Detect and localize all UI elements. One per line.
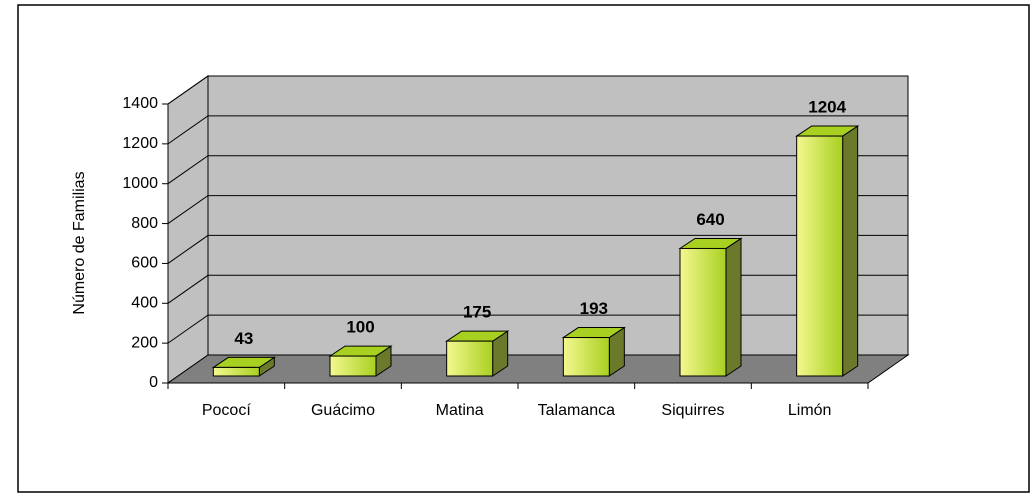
value-label: 640: [696, 210, 724, 229]
value-label: 1204: [808, 98, 846, 117]
y-tick-label: 1000: [122, 175, 158, 192]
side-wall: [167, 75, 209, 384]
y-tick-label: 0: [149, 374, 158, 391]
x-tick-label: Matina: [436, 402, 484, 419]
bar: [446, 340, 494, 377]
bar: [329, 355, 377, 377]
value-label: 175: [463, 303, 491, 322]
y-tick-label: 600: [131, 255, 158, 272]
bar-side: [725, 237, 742, 377]
grid-line: [167, 75, 908, 105]
grid-line: [167, 155, 908, 185]
back-wall: [207, 75, 909, 356]
y-tick-label: 200: [131, 334, 158, 351]
y-tick-label: 1200: [122, 135, 158, 152]
bar: [562, 337, 610, 377]
value-label: 193: [580, 299, 608, 318]
grid-line: [167, 195, 908, 224]
x-tick-label: Pococí: [202, 402, 251, 419]
grid-line: [167, 274, 908, 304]
grid-line: [167, 234, 908, 264]
x-tick-label: Limón: [788, 402, 832, 419]
bar: [796, 135, 844, 377]
x-tick-label: Siquirres: [661, 402, 724, 419]
bar: [212, 366, 260, 377]
y-tick-label: 800: [131, 215, 158, 232]
grid-line: [167, 115, 908, 145]
value-label: 43: [234, 329, 253, 348]
x-tick-label: Guácimo: [311, 402, 375, 419]
y-tick-label: 400: [131, 295, 158, 312]
bar: [679, 247, 727, 377]
x-tick-label: Talamanca: [538, 402, 615, 419]
y-axis-label: Número de Familias: [71, 171, 88, 314]
y-tick-label: 1400: [122, 95, 158, 112]
bar-side: [842, 125, 859, 377]
value-label: 100: [346, 318, 374, 337]
grid-line: [167, 314, 908, 344]
